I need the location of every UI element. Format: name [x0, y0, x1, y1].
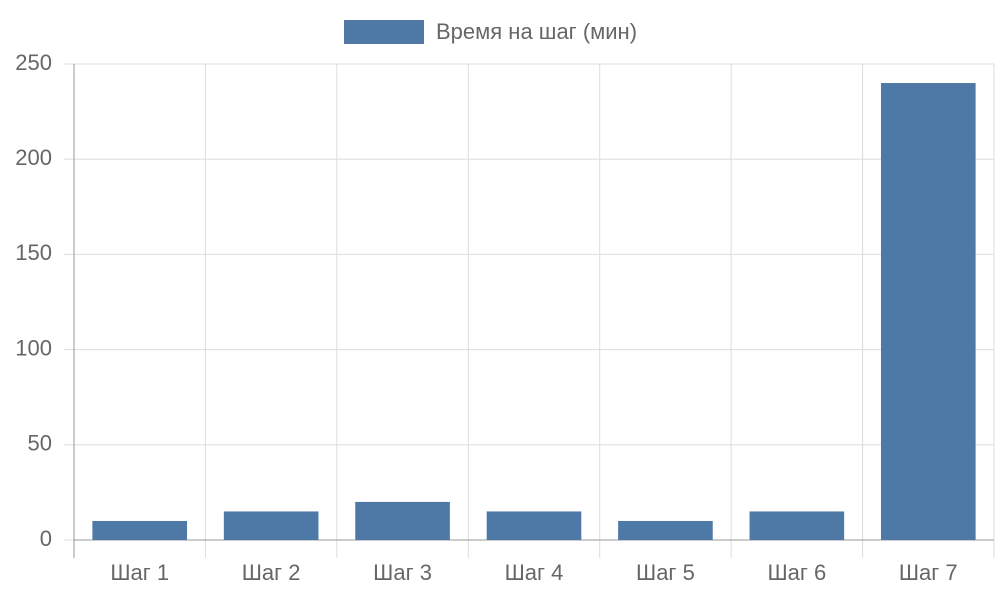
bar: [618, 520, 713, 540]
y-tick-label: 200: [15, 145, 52, 170]
bar: [92, 520, 188, 540]
y-tick-label: 250: [15, 50, 52, 75]
bar: [223, 511, 319, 540]
x-tick-label: Шаг 1: [110, 560, 169, 585]
x-tick-label: Шаг 6: [767, 560, 826, 585]
x-tick-label: Шаг 3: [373, 560, 432, 585]
bar: [486, 511, 582, 540]
y-tick-label: 0: [40, 526, 52, 551]
x-tick-label: Шаг 4: [505, 560, 564, 585]
y-tick-label: 150: [15, 240, 52, 265]
y-tick-label: 50: [28, 431, 52, 456]
x-tick-label: Шаг 2: [242, 560, 301, 585]
x-tick-label: Шаг 7: [899, 560, 958, 585]
y-tick-label: 100: [15, 335, 52, 360]
legend-label: Время на шаг (мин): [436, 19, 637, 44]
bar: [880, 83, 976, 540]
bar: [355, 501, 450, 540]
bar: [749, 511, 845, 540]
legend-swatch: [344, 20, 424, 44]
x-tick-label: Шаг 5: [636, 560, 695, 585]
